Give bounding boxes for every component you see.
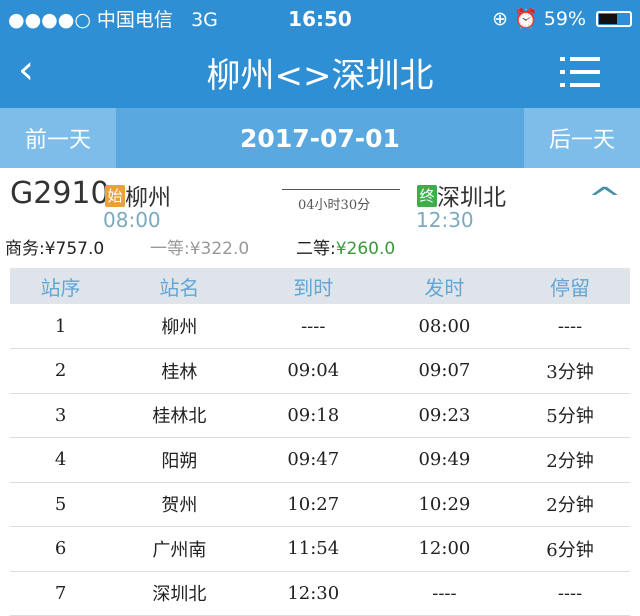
table-cell: 5分钟: [509, 393, 630, 438]
page-title: 柳州<>深圳北: [206, 56, 434, 96]
app-header: ●●●●○ 中国电信 3G 16:50 ⊕ ⏰ 59% ‹ 柳州<>深圳北: [0, 0, 640, 108]
table-cell: 09:18: [247, 393, 379, 438]
from-station: 柳州: [125, 185, 171, 211]
price-business: 商务:¥757.0: [5, 239, 105, 259]
nav-bar: ‹ 柳州<>深圳北: [0, 37, 640, 108]
network: 3G: [191, 9, 218, 31]
table-cell: 10:27: [247, 482, 379, 527]
depart-time: 08:00: [103, 208, 161, 232]
table-cell: 桂林: [111, 348, 248, 394]
table-cell: 09:47: [247, 437, 379, 483]
table-cell: 09:23: [378, 393, 510, 438]
table-row: 2 桂林 09:04 09:07 3分钟: [10, 348, 630, 394]
table-row: 6 广州南 11:54 12:00 6分钟: [10, 526, 630, 572]
to-station: 深圳北: [437, 185, 506, 211]
table-cell: 2分钟: [509, 482, 630, 527]
table-cell: 4: [10, 437, 112, 483]
battery-icon: [596, 10, 632, 27]
table-row: 3 桂林北 09:18 09:23 5分钟: [10, 393, 630, 438]
train-info: G2910 始柳州 08:00 04小时30分 终深圳北 12:30 ^ 商务:…: [0, 168, 640, 266]
table-cell: ----: [509, 304, 630, 349]
table-row: 7 深圳北 12:30 ---- ----: [10, 571, 630, 616]
table-cell: ----: [378, 571, 510, 616]
carrier: ●●●●○ 中国电信: [8, 9, 173, 31]
table-header: 站序 站名 到时 发时 停留: [10, 268, 630, 304]
table-cell: 5: [10, 482, 112, 527]
price-second: 二等:¥260.0: [296, 239, 396, 259]
table-cell: 12:30: [247, 571, 379, 616]
table-cell: 09:04: [247, 348, 379, 394]
current-date[interactable]: 2017-07-01: [240, 123, 400, 153]
chevron-left-icon[interactable]: ‹: [18, 47, 34, 93]
train-number: G2910: [10, 176, 110, 211]
table-cell: 11:54: [247, 526, 379, 572]
table-cell: 6分钟: [509, 526, 630, 572]
alarm-icon: ⏰: [514, 8, 538, 30]
table-cell: 2: [10, 348, 112, 394]
table-cell: 12:00: [378, 526, 510, 572]
table-row: 1 柳州 ---- 08:00 ----: [10, 304, 630, 349]
battery-percent: 59%: [543, 7, 586, 30]
price-first: 一等:¥322.0: [150, 239, 250, 259]
table-cell: 7: [10, 571, 112, 616]
stops-table: 站序 站名 到时 发时 停留 1 柳州 ---- 08:00 ---- 2 桂林 09:04 09:07…: [10, 268, 630, 616]
table-cell: 6: [10, 526, 112, 572]
duration: 04小时30分: [298, 198, 371, 213]
table-cell: 阳朔: [111, 437, 248, 483]
table-cell: 10:29: [378, 482, 510, 527]
table-cell: ----: [247, 304, 379, 349]
status-bar: ●●●●○ 中国电信 3G 16:50 ⊕ ⏰ 59%: [0, 0, 640, 37]
arrow-icon: [282, 189, 400, 190]
table-cell: 柳州: [111, 304, 248, 349]
table-cell: ----: [509, 571, 630, 616]
table-cell: 贺州: [111, 482, 248, 527]
table-row: 5 贺州 10:27 10:29 2分钟: [10, 482, 630, 527]
table-row: 4 阳朔 09:47 09:49 2分钟: [10, 437, 630, 483]
prev-day-button[interactable]: 前一天: [0, 108, 116, 168]
list-icon[interactable]: [560, 57, 600, 87]
table-cell: 08:00: [378, 304, 510, 349]
end-badge: 终: [417, 185, 437, 207]
table-cell: 3分钟: [509, 348, 630, 394]
table-cell: 1: [10, 304, 112, 349]
rotation-lock-icon: ⊕: [492, 7, 509, 30]
table-cell: 桂林北: [111, 393, 248, 438]
start-badge: 始: [105, 185, 125, 207]
table-cell: 09:07: [378, 348, 510, 394]
table-cell: 09:49: [378, 437, 510, 483]
table-cell: 3: [10, 393, 112, 438]
next-day-button[interactable]: 后一天: [524, 108, 640, 168]
arrive-time: 12:30: [416, 208, 474, 232]
table-cell: 深圳北: [111, 571, 248, 616]
chevron-up-icon[interactable]: ^: [586, 182, 623, 217]
table-cell: 广州南: [111, 526, 248, 572]
date-bar: 前一天 2017-07-01 后一天: [0, 108, 640, 168]
table-cell: 2分钟: [509, 437, 630, 483]
